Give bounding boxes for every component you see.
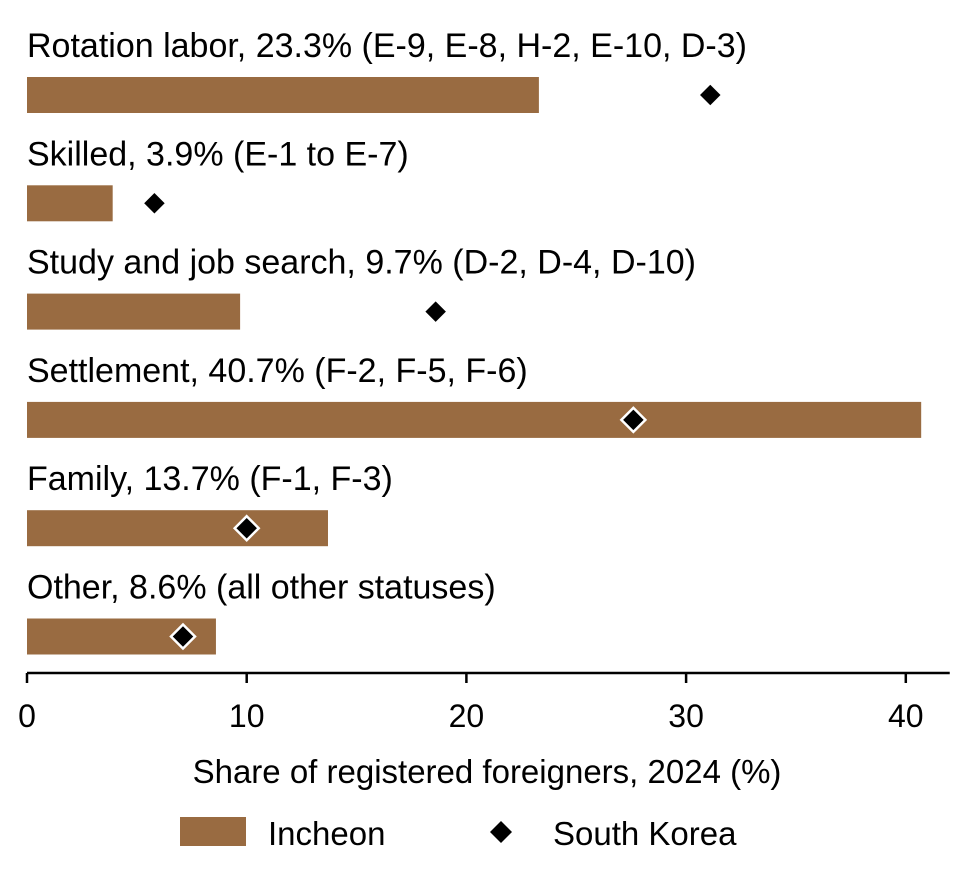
category-label-skilled: Skilled, 3.9% (E-1 to E-7) <box>27 135 409 173</box>
bar-incheon-study-and-job-search <box>27 293 241 330</box>
legend-label-south-korea: South Korea <box>553 815 737 852</box>
legend-marker-south-korea <box>490 821 512 843</box>
category-labels: Rotation labor, 23.3% (E-9, E-8, H-2, E-… <box>27 27 747 607</box>
x-tick-label-30: 30 <box>668 698 704 734</box>
category-label-family: Family, 13.7% (F-1, F-3) <box>27 460 393 498</box>
bar-incheon-rotation-labor <box>27 77 539 113</box>
marker-south-korea-study-and-job-search <box>421 297 450 326</box>
bar-incheon-settlement <box>27 401 922 438</box>
category-label-rotation-labor: Rotation labor, 23.3% (E-9, E-8, H-2, E-… <box>27 27 747 65</box>
marker-south-korea-other <box>169 622 197 651</box>
x-axis: 0 10 20 30 40 <box>18 671 950 734</box>
category-label-settlement: Settlement, 40.7% (F-2, F-5, F-6) <box>27 352 528 390</box>
legend: Incheon South Korea <box>180 815 737 852</box>
legend-swatch-incheon <box>180 817 246 846</box>
marker-south-korea-family <box>232 514 261 542</box>
x-axis-ticks: 0 10 20 30 40 <box>18 673 924 734</box>
x-tick-label-20: 20 <box>449 698 485 734</box>
x-tick-label-40: 40 <box>888 698 924 734</box>
category-label-other: Other, 8.6% (all other statuses) <box>27 569 496 607</box>
legend-label-incheon: Incheon <box>268 815 385 852</box>
bar-incheon-family <box>27 510 328 547</box>
x-tick-label-10: 10 <box>229 698 265 734</box>
marker-south-korea-settlement <box>619 406 648 434</box>
marker-south-korea-skilled <box>140 189 169 218</box>
markers-layer <box>140 81 725 651</box>
bar-incheon-skilled <box>27 185 113 222</box>
marker-south-korea-rotation-labor <box>696 81 725 109</box>
category-label-study-and-job-search: Study and job search, 9.7% (D-2, D-4, D-… <box>27 244 696 282</box>
x-tick-label-0: 0 <box>18 698 36 734</box>
x-axis-title: Share of registered foreigners, 2024 (%) <box>193 753 782 790</box>
